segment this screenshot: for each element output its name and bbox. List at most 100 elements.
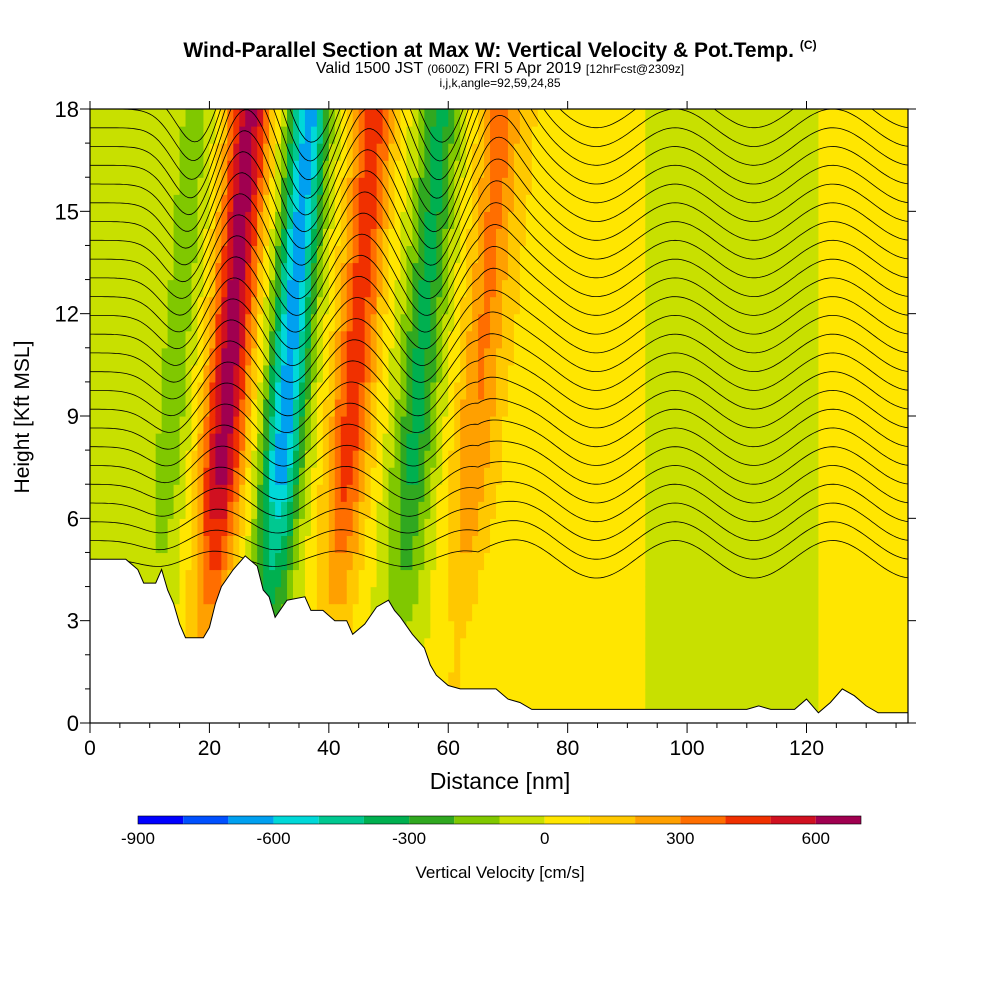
field-cell — [525, 552, 533, 571]
field-cell — [890, 671, 897, 690]
field-cell — [555, 569, 563, 588]
field-cell — [848, 109, 855, 127]
field-cell — [609, 160, 617, 178]
field-cell — [746, 381, 754, 400]
field-cell — [376, 484, 384, 502]
field-cell — [704, 552, 712, 571]
field-cell — [740, 450, 748, 468]
field-cell — [627, 262, 634, 281]
field-cell — [693, 654, 700, 673]
field-cell — [179, 381, 187, 400]
field-cell — [740, 143, 748, 161]
field-cell — [155, 177, 163, 195]
field-cell — [257, 313, 264, 332]
field-cell — [322, 177, 330, 195]
field-cell — [418, 126, 425, 144]
field-cell — [681, 688, 688, 707]
field-cell — [848, 535, 855, 554]
field-cell — [454, 262, 461, 281]
field-cell — [382, 467, 390, 485]
field-cell — [107, 330, 115, 349]
field-cell — [454, 518, 461, 536]
field-cell — [567, 194, 575, 212]
field-cell — [896, 109, 903, 127]
field-cell — [788, 467, 796, 485]
field-cell — [639, 228, 646, 247]
field-cell — [872, 347, 879, 366]
field-cell — [167, 569, 175, 588]
field-cell — [854, 160, 861, 178]
field-cell — [681, 160, 688, 178]
field-cell — [800, 620, 808, 639]
field-cell — [460, 637, 467, 656]
field-cell — [890, 501, 897, 519]
field-cell — [460, 654, 467, 673]
field-cell — [734, 279, 742, 298]
field-cell — [663, 347, 670, 366]
field-cell — [251, 467, 258, 485]
field-cell — [281, 228, 288, 247]
field-cell — [519, 654, 527, 673]
field-cell — [525, 262, 533, 281]
field-cell — [860, 279, 867, 298]
field-cell — [902, 637, 908, 656]
field-cell — [490, 211, 497, 229]
field-cell — [752, 160, 760, 178]
field-cell — [728, 484, 736, 502]
field-cell — [90, 518, 97, 536]
field-cell — [860, 586, 867, 605]
field-cell — [352, 143, 360, 161]
field-cell — [621, 484, 628, 502]
field-cell — [549, 518, 557, 536]
field-cell — [681, 484, 688, 502]
field-cell — [794, 364, 802, 383]
field-cell — [537, 143, 545, 161]
field-cell — [340, 381, 348, 400]
field-cell — [501, 313, 509, 332]
field-cell — [358, 518, 366, 536]
field-cell — [233, 109, 240, 127]
field-cell — [376, 279, 384, 298]
field-cell — [119, 143, 127, 161]
field-cell — [675, 433, 682, 451]
field-cell — [728, 586, 736, 605]
field-cell — [227, 228, 234, 247]
field-cell — [352, 433, 360, 451]
field-cell — [722, 194, 730, 212]
field-cell — [734, 347, 742, 366]
field-cell — [567, 620, 575, 639]
field-cell — [615, 194, 623, 212]
field-cell — [334, 364, 342, 383]
field-cell — [633, 143, 640, 161]
field-cell — [478, 364, 485, 383]
field-cell — [770, 501, 778, 519]
field-cell — [507, 467, 515, 485]
field-cell — [269, 177, 276, 195]
field-cell — [328, 296, 336, 315]
field-cell — [746, 433, 754, 451]
field-cell — [615, 262, 623, 281]
field-cell — [149, 160, 157, 178]
field-cell — [531, 603, 539, 622]
field-cell — [800, 381, 808, 400]
field-cell — [728, 688, 736, 707]
field-cell — [406, 126, 414, 144]
field-cell — [681, 279, 688, 298]
field-cell — [245, 177, 252, 195]
field-cell — [836, 177, 843, 195]
field-cell — [782, 433, 790, 451]
field-cell — [639, 603, 646, 622]
field-cell — [245, 279, 252, 298]
field-cell — [794, 143, 802, 161]
field-cell — [639, 381, 646, 400]
field-cell — [812, 416, 820, 434]
field-cell — [537, 211, 545, 229]
field-cell — [806, 518, 814, 536]
field-cell — [704, 126, 712, 144]
field-cell — [788, 398, 796, 417]
field-cell — [519, 603, 527, 622]
field-cell — [675, 518, 682, 536]
field-cell — [890, 194, 897, 212]
field-cell — [669, 160, 676, 178]
field-cell — [585, 160, 593, 178]
